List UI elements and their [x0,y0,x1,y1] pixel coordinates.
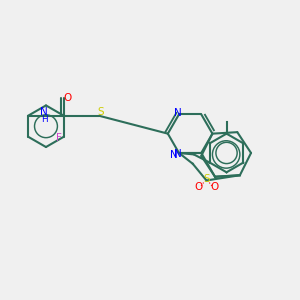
Text: N: N [40,107,48,117]
Text: H: H [41,115,48,124]
Text: F: F [56,133,61,143]
Text: N: N [170,150,178,160]
Text: O: O [63,93,71,103]
Text: N: N [174,108,182,118]
Text: S: S [98,107,104,117]
Text: O: O [194,182,202,192]
Text: O: O [211,182,219,192]
Text: N: N [174,149,182,159]
Text: S: S [203,174,210,184]
